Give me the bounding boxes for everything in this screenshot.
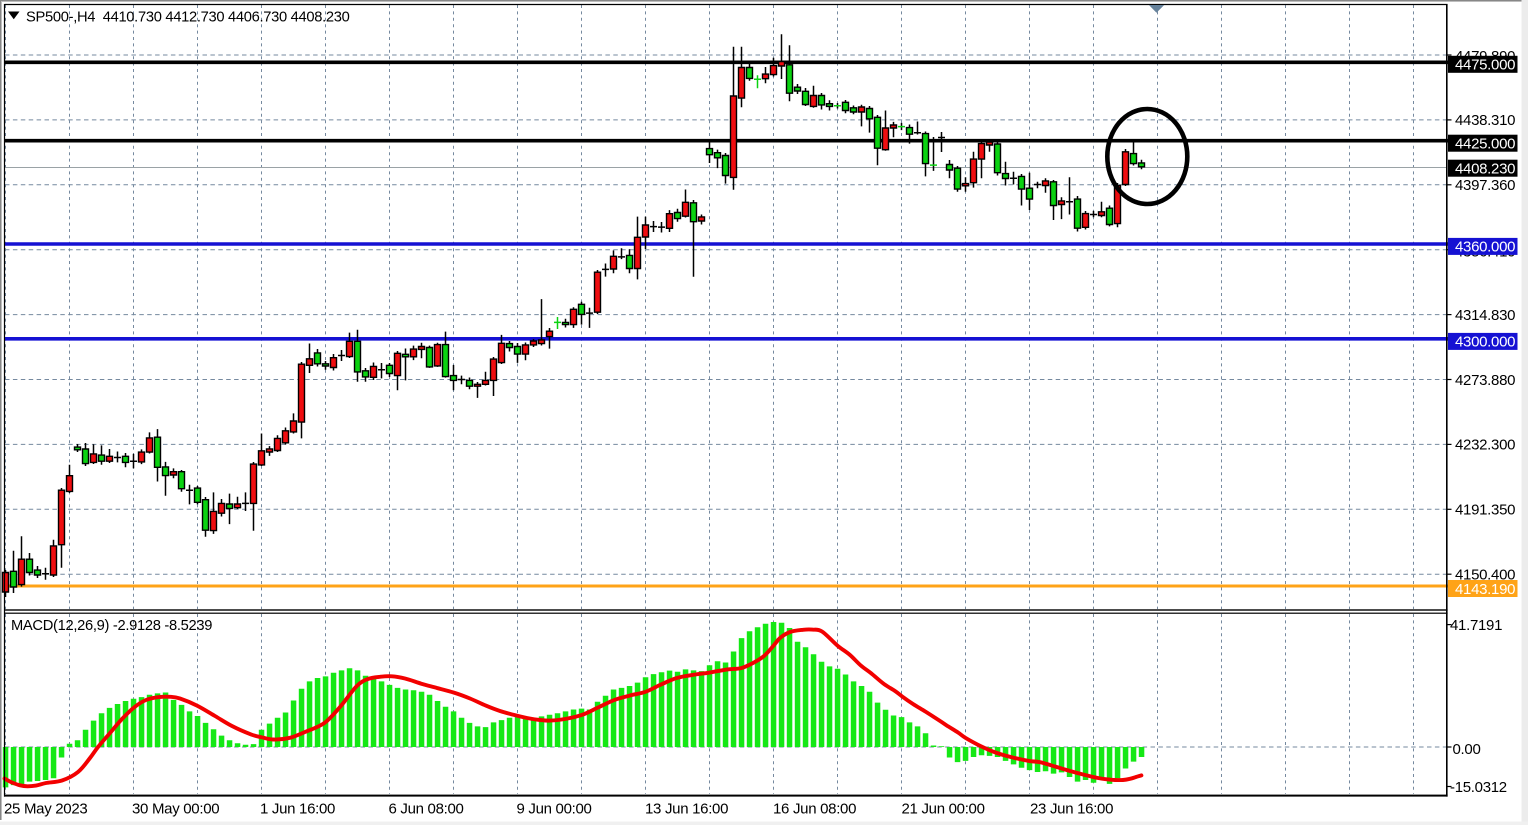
svg-text:4300.000: 4300.000 — [1455, 334, 1515, 351]
svg-text:4314.830: 4314.830 — [1455, 307, 1515, 324]
svg-text:4425.000: 4425.000 — [1455, 136, 1515, 153]
svg-text:30 May 00:00: 30 May 00:00 — [132, 800, 219, 817]
svg-text:-15.0312: -15.0312 — [1450, 779, 1507, 796]
svg-text:1 Jun 16:00: 1 Jun 16:00 — [260, 800, 335, 817]
svg-text:6 Jun 08:00: 6 Jun 08:00 — [389, 800, 464, 817]
svg-text:SP500-,H4 4410.730 4412.730 4: SP500-,H4 4410.730 4412.730 4406.730 440… — [26, 9, 350, 25]
svg-text:4438.310: 4438.310 — [1455, 112, 1515, 129]
svg-text:16 Jun 08:00: 16 Jun 08:00 — [773, 800, 856, 817]
svg-text:4232.300: 4232.300 — [1455, 437, 1515, 454]
svg-text:4191.350: 4191.350 — [1455, 502, 1515, 519]
svg-text:0.00: 0.00 — [1453, 741, 1481, 758]
svg-text:4360.000: 4360.000 — [1455, 239, 1515, 256]
svg-text:4143.190: 4143.190 — [1455, 581, 1515, 598]
svg-text:MACD(12,26,9) -2.9128 -8.5239: MACD(12,26,9) -2.9128 -8.5239 — [11, 618, 212, 634]
svg-text:23 Jun 16:00: 23 Jun 16:00 — [1030, 800, 1113, 817]
svg-text:9 Jun 00:00: 9 Jun 00:00 — [517, 800, 592, 817]
svg-text:4273.880: 4273.880 — [1455, 372, 1515, 389]
svg-text:4150.400: 4150.400 — [1455, 567, 1515, 584]
svg-text:41.7191: 41.7191 — [1450, 617, 1502, 634]
svg-text:25 May 2023: 25 May 2023 — [4, 800, 87, 817]
svg-text:4408.230: 4408.230 — [1455, 161, 1515, 178]
svg-text:4397.360: 4397.360 — [1455, 177, 1515, 194]
svg-text:13 Jun 16:00: 13 Jun 16:00 — [645, 800, 728, 817]
svg-text:4475.000: 4475.000 — [1455, 57, 1515, 74]
svg-text:21 Jun 00:00: 21 Jun 00:00 — [902, 800, 985, 817]
